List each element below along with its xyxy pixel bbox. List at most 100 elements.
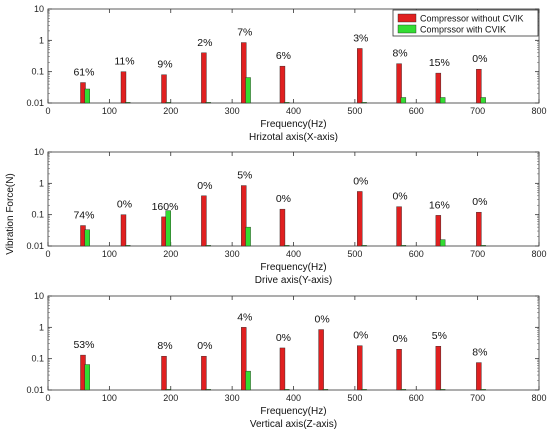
bar-without-cvik: [476, 362, 482, 391]
bar-with-cvik: [205, 102, 211, 104]
bar-with-cvik: [84, 229, 90, 247]
x-tick-label: 600: [409, 106, 424, 116]
x-tick-label: 300: [225, 106, 240, 116]
bar-with-cvik: [480, 245, 486, 247]
x-tick-label: 100: [102, 249, 117, 259]
x-tick-label: 800: [531, 249, 546, 259]
y-tick-label: 0.01: [26, 98, 44, 108]
reduction-label: 0%: [197, 340, 212, 352]
legend-swatch: [397, 13, 417, 23]
bar-with-cvik: [165, 102, 171, 104]
x-tick-label: 200: [163, 249, 178, 259]
bar-with-cvik: [245, 226, 251, 247]
bar-with-cvik: [400, 97, 407, 104]
bar-without-cvik: [279, 65, 286, 104]
x-tick-label: 100: [102, 106, 117, 116]
reduction-label: 15%: [429, 57, 450, 69]
bar-without-cvik: [476, 211, 482, 247]
reduction-label: 4%: [237, 311, 252, 323]
bar-without-cvik: [161, 74, 167, 104]
reduction-label: 11%: [114, 56, 134, 68]
x-axis-label: Frequency(Hz): [260, 262, 326, 273]
bar-with-cvik: [125, 102, 131, 104]
bar-without-cvik: [241, 42, 247, 104]
bar-with-cvik: [361, 389, 367, 391]
bar-without-cvik: [357, 48, 363, 104]
x-tick-label: 400: [286, 106, 301, 116]
reduction-label: 9%: [157, 59, 172, 71]
bar-without-cvik: [476, 68, 482, 104]
bar-without-cvik: [241, 327, 247, 391]
reduction-label: 74%: [73, 210, 94, 222]
x-tick-label: 700: [470, 249, 485, 259]
reduction-label: 0%: [472, 196, 487, 208]
y-axis-label: Vibration Force(N): [5, 173, 16, 255]
bar-without-cvik: [241, 185, 247, 247]
reduction-label: 8%: [392, 48, 407, 60]
legend-swatch: [397, 24, 417, 34]
y-tick-label: 0.1: [31, 67, 44, 77]
bar-without-cvik: [357, 191, 363, 247]
bar-without-cvik: [435, 215, 442, 247]
reduction-label: 0%: [392, 191, 407, 203]
bar-with-cvik: [84, 364, 90, 391]
reduction-label: 0%: [197, 180, 212, 192]
reduction-label: 0%: [276, 332, 291, 344]
bar-with-cvik: [284, 102, 290, 104]
x-tick-label: 500: [347, 106, 362, 116]
bar-without-cvik: [396, 206, 402, 247]
x-tick-label: 400: [286, 249, 301, 259]
y-tick-label: 1: [39, 322, 44, 332]
y-tick-label: 10: [34, 291, 44, 301]
bar-without-cvik: [279, 208, 286, 247]
bar-without-cvik: [435, 72, 442, 104]
panel-subtitle: Hrizotal axis(X-axis): [249, 132, 338, 143]
bar-with-cvik: [125, 245, 131, 247]
bar-without-cvik: [201, 355, 207, 391]
chart-panel-2: 10 1 0.1 0.010 100 200 300 400 500 600 700 800 74% 0%…: [26, 147, 546, 286]
x-tick-label: 200: [163, 106, 178, 116]
bar-with-cvik: [480, 97, 486, 104]
chart-panel-1: 10 1 0.1 0.010 100 200 300 400 500 600 700 800 61% 11…: [26, 4, 546, 143]
x-tick-label: 0: [45, 249, 50, 259]
bar-with-cvik: [480, 389, 486, 391]
reduction-label: 8%: [472, 347, 487, 359]
reduction-label: 53%: [73, 339, 94, 351]
legend-label: Compressor without CVIK: [420, 14, 524, 24]
reduction-label: 5%: [432, 330, 447, 342]
y-tick-label: 0.1: [31, 210, 44, 220]
bar-with-cvik: [165, 389, 171, 391]
reduction-label: 2%: [197, 37, 212, 49]
bar-without-cvik: [396, 63, 402, 104]
y-tick-label: 1: [39, 178, 44, 188]
bar-without-cvik: [120, 71, 127, 104]
bar-with-cvik: [245, 370, 251, 391]
y-tick-label: 0.01: [26, 385, 44, 395]
x-tick-label: 0: [45, 106, 50, 116]
reduction-label: 0%: [117, 199, 132, 211]
x-tick-label: 600: [409, 249, 424, 259]
chart-panel-3: 10 1 0.1 0.010 100 200 300 400 500 600 700 800 53% 8%…: [26, 291, 546, 430]
bar-with-cvik: [439, 239, 446, 247]
bar-with-cvik: [165, 210, 171, 247]
reduction-label: 3%: [353, 32, 368, 44]
x-tick-label: 300: [225, 393, 240, 403]
x-axis-label: Frequency(Hz): [260, 119, 326, 130]
reduction-label: 0%: [353, 330, 368, 342]
bar-with-cvik: [400, 389, 407, 391]
bar-without-cvik: [318, 329, 324, 391]
bar-with-cvik: [284, 245, 290, 247]
x-tick-label: 500: [347, 393, 362, 403]
panel-subtitle: Drive axis(Y-axis): [255, 275, 332, 286]
bar-with-cvik: [361, 102, 367, 104]
reduction-label: 0%: [353, 175, 368, 187]
bar-with-cvik: [205, 389, 211, 391]
reduction-label: 61%: [73, 67, 94, 79]
x-tick-label: 0: [45, 393, 50, 403]
bar-without-cvik: [357, 345, 363, 391]
bar-without-cvik: [201, 195, 207, 247]
x-tick-label: 500: [347, 249, 362, 259]
y-tick-label: 0.01: [26, 241, 44, 251]
x-tick-label: 800: [531, 393, 546, 403]
